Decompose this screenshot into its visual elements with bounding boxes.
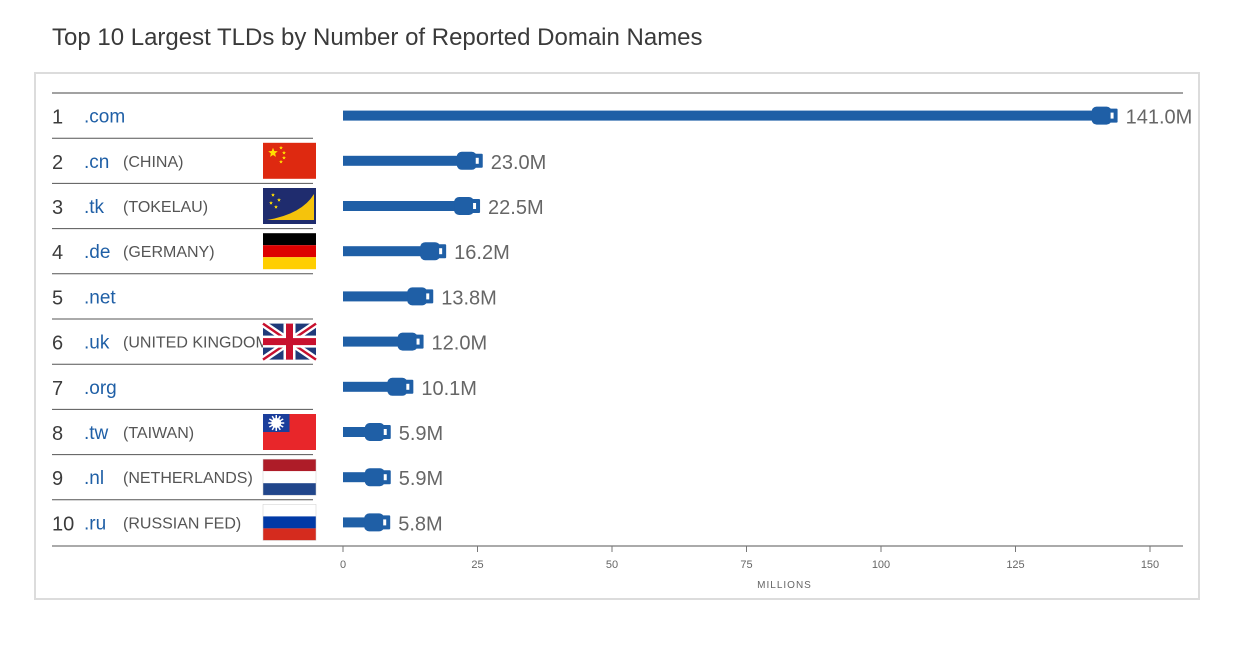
table-row: 10 .ru (RUSSIAN FED) 5.8M [52, 504, 443, 541]
bar [343, 291, 418, 302]
value-label: 13.8M [441, 287, 497, 309]
table-row: 7 .org 10.1M [52, 377, 477, 410]
bar-plug-slot [383, 519, 387, 526]
bar [343, 517, 375, 528]
rank-label: 10 [52, 513, 74, 535]
table-row: 3 .tk (TOKELAU) 22.5M [52, 188, 544, 230]
bar [343, 427, 375, 437]
bar-plug [364, 468, 385, 487]
x-tick-label: 25 [471, 559, 483, 571]
bar-plug-slot [406, 383, 410, 390]
bar-plug [420, 242, 441, 261]
bar-plug-slot [1110, 112, 1114, 119]
china-flag-icon [263, 142, 316, 179]
rank-label: 6 [52, 333, 63, 355]
netherlands-flag-icon [262, 458, 317, 496]
value-label: 12.0M [432, 333, 488, 355]
tld-label: .com [84, 107, 125, 128]
bar-plug-slot [439, 248, 443, 255]
chart-title: Top 10 Largest TLDs by Number of Reporte… [52, 24, 703, 51]
rank-label: 5 [52, 287, 63, 309]
country-label: (CHINA) [123, 154, 183, 171]
country-label: (NETHERLANDS) [123, 470, 253, 487]
rank-label: 7 [52, 378, 63, 400]
bar-plug [364, 513, 385, 532]
table-row: 5 .net 13.8M [52, 287, 497, 320]
bar [343, 381, 398, 392]
rank-label: 4 [52, 242, 63, 264]
tld-label: .org [84, 378, 117, 399]
country-label: (TAIWAN) [123, 425, 194, 442]
value-label: 5.9M [399, 468, 443, 490]
value-label: 141.0M [1126, 107, 1193, 129]
tld-label: .net [84, 287, 116, 308]
value-label: 5.9M [399, 423, 443, 445]
country-label: (UNITED KINGDOM) [123, 335, 274, 352]
chart-frame [34, 72, 1200, 600]
tld-label: .uk [84, 333, 110, 354]
tld-label: .de [84, 242, 110, 263]
x-tick-label: 150 [1141, 559, 1159, 571]
value-label: 5.8M [398, 513, 442, 535]
bar-plug-slot [475, 157, 479, 164]
tld-label: .tw [84, 423, 109, 444]
bar-plug-slot [416, 338, 420, 345]
value-label: 22.5M [488, 197, 544, 219]
table-row: 2 .cn (CHINA) 23.0M [52, 142, 547, 184]
bar-plug-slot [473, 203, 477, 209]
bar-plug [387, 377, 408, 396]
table-row: 8 .tw (TAIWAN) 5.9M [52, 414, 443, 456]
uk-flag-icon [261, 320, 318, 363]
value-label: 16.2M [454, 242, 510, 264]
country-label: (RUSSIAN FED) [123, 515, 241, 532]
bar-plug-slot [383, 474, 387, 481]
tokelau-flag-icon [263, 188, 316, 224]
value-label: 10.1M [421, 378, 477, 400]
country-label: (GERMANY) [123, 244, 215, 261]
bar-plug-slot [383, 429, 387, 435]
tld-label: .tk [84, 197, 105, 218]
bar [343, 155, 467, 166]
x-tick-label: 50 [606, 559, 618, 571]
tld-label: .cn [84, 152, 109, 173]
russia-flag-icon [262, 504, 317, 541]
germany-flag-icon [263, 233, 316, 270]
x-tick-label: 0 [340, 559, 346, 571]
country-label: (TOKELAU) [123, 199, 208, 216]
bar-plug [397, 332, 418, 351]
table-row: 4 .de (GERMANY) 16.2M [52, 233, 510, 275]
bar [343, 246, 431, 257]
bar-plug [407, 287, 428, 306]
tld-label: .ru [84, 513, 106, 534]
rank-label: 2 [52, 152, 63, 174]
rank-label: 9 [52, 468, 63, 490]
bar [343, 472, 375, 483]
taiwan-flag-icon [263, 414, 316, 450]
bar [343, 110, 1102, 121]
x-tick-label: 75 [740, 559, 752, 571]
rank-label: 8 [52, 423, 63, 445]
bar-plug [454, 197, 475, 215]
bar-plug [456, 151, 477, 170]
table-row: 1 .com 141.0M [52, 106, 1193, 139]
rank-label: 1 [52, 107, 63, 129]
bar [343, 201, 465, 211]
bar-plug [364, 423, 385, 441]
table-row: 9 .nl (NETHERLANDS) 5.9M [52, 458, 443, 501]
x-tick-label: 125 [1006, 559, 1024, 571]
rank-label: 3 [52, 197, 63, 219]
tld-label: .nl [84, 468, 104, 489]
bar-plug-slot [426, 293, 430, 300]
bar [343, 336, 408, 347]
table-row: 6 .uk (UNITED KINGDOM) 12.0M [52, 320, 488, 365]
x-tick-label: 100 [872, 559, 890, 571]
x-axis-label: MILLIONS [757, 580, 812, 591]
value-label: 23.0M [491, 152, 547, 174]
bar-plug [1091, 106, 1112, 125]
